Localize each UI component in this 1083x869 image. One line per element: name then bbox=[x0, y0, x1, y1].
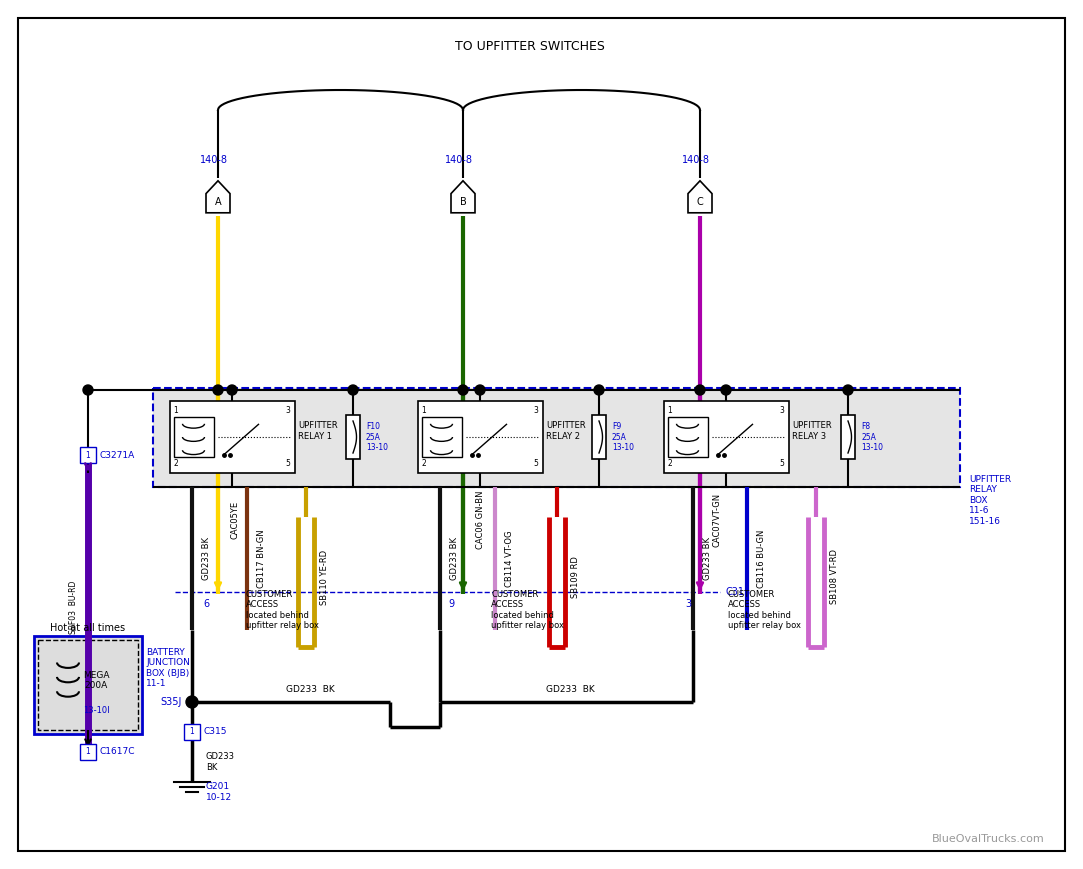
Circle shape bbox=[227, 385, 237, 395]
Text: F10
25A
13-10: F10 25A 13-10 bbox=[366, 422, 388, 452]
Bar bbox=[421, 417, 461, 457]
Text: S35J: S35J bbox=[160, 697, 182, 707]
Text: 5: 5 bbox=[534, 459, 538, 468]
Bar bbox=[667, 417, 707, 457]
Text: BATTERY
JUNCTION
BOX (BJB)
11-1: BATTERY JUNCTION BOX (BJB) 11-1 bbox=[146, 648, 190, 688]
Text: TO UPFITTER SWITCHES: TO UPFITTER SWITCHES bbox=[455, 39, 605, 52]
Text: CAC06 GN-BN: CAC06 GN-BN bbox=[477, 491, 485, 549]
Text: F8
25A
13-10: F8 25A 13-10 bbox=[861, 422, 883, 452]
Bar bbox=[173, 417, 213, 457]
Text: 5: 5 bbox=[286, 459, 290, 468]
Bar bbox=[170, 401, 295, 473]
Bar bbox=[664, 401, 788, 473]
Text: CB117 BN-GN: CB117 BN-GN bbox=[257, 529, 266, 587]
Text: 140-8: 140-8 bbox=[445, 155, 473, 165]
Circle shape bbox=[593, 385, 604, 395]
Bar bbox=[592, 415, 606, 459]
Text: 1: 1 bbox=[190, 727, 194, 737]
Text: GD233 BK: GD233 BK bbox=[203, 537, 211, 580]
Text: G201
10-12: G201 10-12 bbox=[206, 782, 232, 802]
Text: UPFITTER
RELAY
BOX
11-6
151-16: UPFITTER RELAY BOX 11-6 151-16 bbox=[969, 475, 1012, 526]
Polygon shape bbox=[688, 181, 712, 213]
Text: UPFITTER
RELAY 2: UPFITTER RELAY 2 bbox=[547, 421, 586, 441]
Text: 1: 1 bbox=[86, 747, 90, 757]
Bar bbox=[80, 447, 96, 463]
Bar bbox=[345, 415, 360, 459]
Text: A: A bbox=[214, 197, 221, 207]
Text: 9: 9 bbox=[448, 599, 454, 609]
Circle shape bbox=[843, 385, 853, 395]
Text: SB108 VT-RD: SB108 VT-RD bbox=[830, 549, 839, 605]
Text: 2: 2 bbox=[667, 459, 673, 468]
Circle shape bbox=[348, 385, 358, 395]
Text: 5: 5 bbox=[780, 459, 784, 468]
Text: 3: 3 bbox=[684, 599, 691, 609]
Text: 3: 3 bbox=[534, 406, 538, 415]
Text: 2: 2 bbox=[421, 459, 427, 468]
Text: CB114 VT-OG: CB114 VT-OG bbox=[505, 530, 514, 587]
Bar bbox=[184, 724, 200, 740]
Text: B: B bbox=[459, 197, 467, 207]
Text: 13-10I: 13-10I bbox=[82, 706, 109, 714]
Text: CUSTOMER
ACCESS
located behind
upfitter relay box: CUSTOMER ACCESS located behind upfitter … bbox=[246, 590, 319, 630]
Circle shape bbox=[721, 385, 731, 395]
Text: CAC05YE: CAC05YE bbox=[231, 501, 240, 539]
Text: MEGA
200A: MEGA 200A bbox=[82, 671, 109, 690]
Text: 140-8: 140-8 bbox=[682, 155, 710, 165]
Text: SBF03  BU-RD: SBF03 BU-RD bbox=[69, 580, 78, 634]
Circle shape bbox=[458, 385, 468, 395]
Text: GD233  BK: GD233 BK bbox=[286, 685, 335, 694]
Text: GD233 BK: GD233 BK bbox=[451, 537, 459, 580]
Text: C315: C315 bbox=[726, 587, 752, 597]
Text: CAC07VT-GN: CAC07VT-GN bbox=[713, 493, 722, 547]
Text: BlueOvalTrucks.com: BlueOvalTrucks.com bbox=[932, 834, 1045, 844]
Text: 2: 2 bbox=[173, 459, 179, 468]
Text: C3271A: C3271A bbox=[99, 450, 134, 460]
Bar bbox=[34, 636, 142, 734]
Text: UPFITTER
RELAY 1: UPFITTER RELAY 1 bbox=[299, 421, 338, 441]
Circle shape bbox=[186, 696, 198, 708]
Text: F9
25A
13-10: F9 25A 13-10 bbox=[612, 422, 634, 452]
Bar bbox=[80, 744, 96, 760]
Text: 1: 1 bbox=[86, 450, 90, 460]
Text: C315: C315 bbox=[203, 727, 226, 737]
Bar bbox=[418, 401, 543, 473]
Text: 140-8: 140-8 bbox=[200, 155, 229, 165]
Text: 3: 3 bbox=[286, 406, 290, 415]
Circle shape bbox=[213, 385, 223, 395]
Text: SB110 YE-RD: SB110 YE-RD bbox=[319, 549, 329, 605]
Text: C1617C: C1617C bbox=[99, 747, 134, 757]
Text: SB109 RD: SB109 RD bbox=[571, 556, 580, 598]
Text: CUSTOMER
ACCESS
located behind
upfitter relay box: CUSTOMER ACCESS located behind upfitter … bbox=[728, 590, 801, 630]
Text: Hot at all times: Hot at all times bbox=[51, 623, 126, 633]
Circle shape bbox=[695, 385, 705, 395]
Text: 6: 6 bbox=[203, 599, 209, 609]
Text: 3: 3 bbox=[780, 406, 784, 415]
Text: 1: 1 bbox=[421, 406, 427, 415]
Circle shape bbox=[83, 385, 93, 395]
Polygon shape bbox=[206, 181, 230, 213]
Bar bbox=[38, 640, 138, 730]
Text: UPFITTER
RELAY 3: UPFITTER RELAY 3 bbox=[793, 421, 832, 441]
Bar bbox=[153, 388, 960, 487]
Text: 1: 1 bbox=[667, 406, 673, 415]
Circle shape bbox=[475, 385, 485, 395]
Text: CUSTOMER
ACCESS
located behind
upfitter relay box: CUSTOMER ACCESS located behind upfitter … bbox=[491, 590, 564, 630]
Text: CB116 BU-GN: CB116 BU-GN bbox=[757, 529, 766, 587]
Text: C: C bbox=[696, 197, 703, 207]
Polygon shape bbox=[451, 181, 475, 213]
Text: 1: 1 bbox=[173, 406, 179, 415]
Text: GD233  BK: GD233 BK bbox=[546, 685, 595, 694]
Bar bbox=[841, 415, 854, 459]
Text: GD233
BK: GD233 BK bbox=[206, 753, 235, 772]
Text: GD233 BK: GD233 BK bbox=[703, 537, 712, 580]
